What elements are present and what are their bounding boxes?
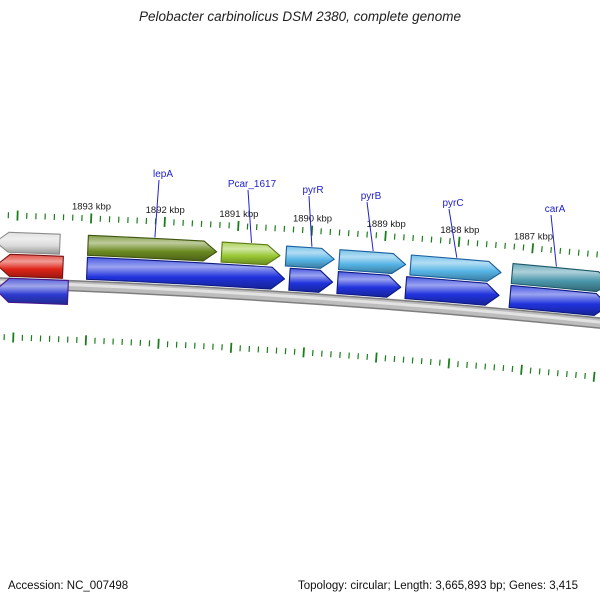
gene-arrow[interactable]: [336, 271, 402, 298]
ruler-label-1887: 1887 kbp: [514, 231, 553, 242]
gene-arrow[interactable]: [0, 231, 61, 255]
gene-arrow-Pcar_1617[interactable]: [220, 241, 281, 266]
gene-arrow[interactable]: [508, 284, 600, 317]
gene-label-pyrC[interactable]: pyrC: [442, 198, 463, 209]
gene-arrow-carA[interactable]: [510, 263, 600, 293]
page-title: Pelobacter carbinolicus DSM 2380, comple…: [139, 9, 461, 24]
gene-arrow[interactable]: [288, 267, 334, 293]
ruler-label-1889: 1889 kbp: [367, 219, 406, 230]
gene-label-leader: [308, 195, 313, 247]
gene-arrow[interactable]: [0, 253, 64, 279]
gene-arrow-pyrR[interactable]: [284, 245, 335, 269]
genome-backbone: [0, 278, 600, 329]
gene-arrow-pyrB[interactable]: [337, 249, 407, 275]
accession-label: Accession: NC_007498: [8, 580, 129, 592]
ruler-label-1891: 1891 kbp: [219, 209, 258, 220]
gene-label-pyrB[interactable]: pyrB: [361, 191, 382, 202]
gene-label-pyrR[interactable]: pyrR: [302, 185, 323, 196]
gene-label-leader: [247, 189, 252, 243]
gene-label-carA[interactable]: carA: [545, 204, 566, 215]
ruler-label-1893: 1893 kbp: [72, 201, 111, 212]
gene-label-lepA[interactable]: lepA: [153, 169, 173, 180]
ruler-label-1888: 1888 kbp: [440, 225, 479, 236]
gene-label-Pcar_1617[interactable]: Pcar_1617: [228, 179, 277, 190]
gene-label-leader: [448, 208, 458, 258]
gene-arrow-pyrC[interactable]: [409, 254, 502, 282]
ruler-ticks: [3, 210, 598, 382]
ruler-label-1892: 1892 kbp: [146, 205, 185, 216]
gene-label-leader: [550, 214, 557, 267]
gene-arrow[interactable]: [0, 277, 69, 306]
gene-arrow-lepA[interactable]: [86, 234, 218, 262]
ruler-label-1890: 1890 kbp: [293, 214, 332, 225]
gene-label-leader: [154, 179, 160, 238]
gene-arrow[interactable]: [85, 256, 286, 290]
gene-arrow[interactable]: [404, 276, 500, 306]
gene-label-leader: [366, 201, 374, 252]
topology-summary: Topology: circular; Length: 3,665,893 bp…: [297, 580, 578, 592]
